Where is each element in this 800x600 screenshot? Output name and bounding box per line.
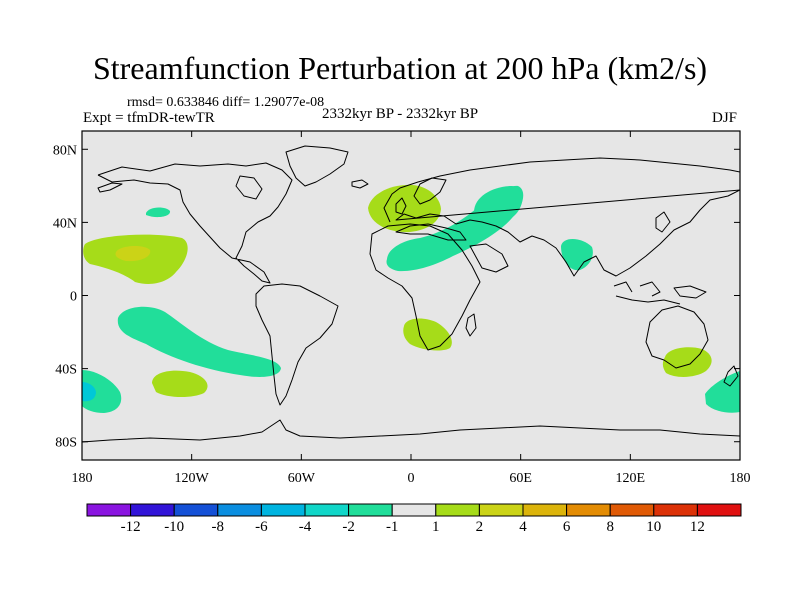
colorbar-swatch bbox=[478, 503, 524, 517]
far-southwest-pacific-core bbox=[82, 382, 96, 402]
colorbar-swatch bbox=[696, 503, 742, 517]
colorbar-label: 2 bbox=[475, 519, 484, 535]
lon-tick-label: 180 bbox=[72, 471, 93, 486]
lon-tick-label: 120W bbox=[175, 471, 210, 486]
lat-tick-label: 0 bbox=[70, 290, 77, 305]
far-southwest-pacific-left bbox=[82, 370, 122, 413]
colorbar-swatch bbox=[304, 503, 350, 517]
coastline-iceland bbox=[351, 179, 369, 189]
colorbar-swatch bbox=[435, 503, 480, 517]
plot-title: Streamfunction Perturbation at 200 hPa (… bbox=[92, 50, 708, 86]
coastline-mediterranean bbox=[395, 223, 467, 241]
lat-tick-label: 40S bbox=[55, 363, 77, 378]
colorbar-label: -2 bbox=[342, 519, 355, 535]
coastline-indonesia bbox=[613, 281, 681, 305]
colorbar-label: 12 bbox=[689, 519, 705, 535]
colorbar-label: 8 bbox=[606, 519, 614, 535]
colorbar-swatch bbox=[522, 503, 568, 517]
lon-tick-label: 60E bbox=[509, 471, 532, 486]
colorbar bbox=[86, 503, 742, 517]
coastline-hudson-bay bbox=[235, 175, 263, 200]
southern-africa bbox=[403, 318, 452, 351]
colorbar-swatch bbox=[260, 503, 306, 517]
subtropical-north-pacific-core bbox=[115, 246, 151, 262]
colorbar-swatch bbox=[653, 503, 698, 517]
coastline-antarctica bbox=[82, 419, 740, 443]
axis-ticks bbox=[81, 131, 741, 460]
coastline-arabia bbox=[469, 243, 509, 273]
colorbar-label: 6 bbox=[562, 519, 571, 535]
colorbar-label: -8 bbox=[211, 519, 225, 535]
colorbar-swatch bbox=[130, 503, 175, 517]
coastline-greenland bbox=[285, 145, 349, 187]
coastlines bbox=[82, 145, 740, 443]
lon-tick-label: 180 bbox=[730, 471, 751, 486]
coastline-africa bbox=[369, 223, 481, 351]
coastline-scandinavia bbox=[413, 177, 447, 205]
colorbar-label: -10 bbox=[164, 519, 185, 535]
coastline-eurasia bbox=[383, 157, 740, 277]
colorbar-swatch bbox=[348, 503, 393, 517]
coastline-madagascar bbox=[465, 313, 477, 337]
coastline-south-america bbox=[255, 283, 339, 406]
coastline-british-isles bbox=[395, 197, 407, 215]
coastline-alaska-peninsula bbox=[97, 182, 123, 193]
colorbar-label: -4 bbox=[298, 519, 312, 535]
axis-tick-labels: 80N 40N 0 40S 80S 180 120W 60W 0 60E 120E 180 bbox=[53, 143, 751, 486]
colorbar-swatch bbox=[566, 503, 611, 517]
lon-tick-label: 60W bbox=[288, 471, 316, 486]
north-pacific-small bbox=[146, 207, 171, 218]
lon-tick-label: 120E bbox=[616, 471, 646, 486]
colorbar-label: 10 bbox=[646, 519, 662, 535]
coastline-new-guinea bbox=[673, 285, 707, 299]
map-background bbox=[82, 131, 740, 460]
coastline-new-zealand bbox=[723, 365, 739, 387]
colorbar-swatch bbox=[86, 503, 132, 517]
coastline-australia bbox=[645, 305, 709, 369]
colorbar-swatch bbox=[173, 503, 219, 517]
colorbar-swatch bbox=[391, 503, 437, 517]
colorbar-label: -1 bbox=[385, 519, 399, 535]
lat-tick-label: 80S bbox=[55, 436, 77, 451]
coastline-north-america bbox=[97, 162, 293, 284]
south-pacific-lobe bbox=[152, 370, 208, 398]
colorbar-label: 4 bbox=[519, 519, 527, 535]
colorbar-label: -12 bbox=[120, 519, 141, 535]
colorbar-label: 1 bbox=[432, 519, 440, 535]
coastline-japan bbox=[655, 211, 671, 233]
stats-text: rmsd= 0.633846 diff= 1.29077e-08 bbox=[127, 95, 325, 110]
lat-tick-label: 80N bbox=[53, 143, 77, 158]
central-asia bbox=[474, 186, 523, 223]
period-label: 2332kyr BP - 2332kyr BP bbox=[322, 106, 479, 122]
india bbox=[561, 238, 593, 271]
season-label: DJF bbox=[712, 110, 738, 126]
south-pacific-band bbox=[117, 306, 281, 377]
new-zealand-east bbox=[705, 371, 740, 413]
experiment-label: Expt = tfmDR-tewTR bbox=[83, 110, 215, 126]
colorbar-swatch bbox=[609, 503, 655, 517]
lon-tick-label: 0 bbox=[408, 471, 415, 486]
lat-tick-label: 40N bbox=[53, 216, 77, 231]
colorbar-swatch bbox=[217, 503, 262, 517]
colorbar-label: -6 bbox=[255, 519, 268, 535]
